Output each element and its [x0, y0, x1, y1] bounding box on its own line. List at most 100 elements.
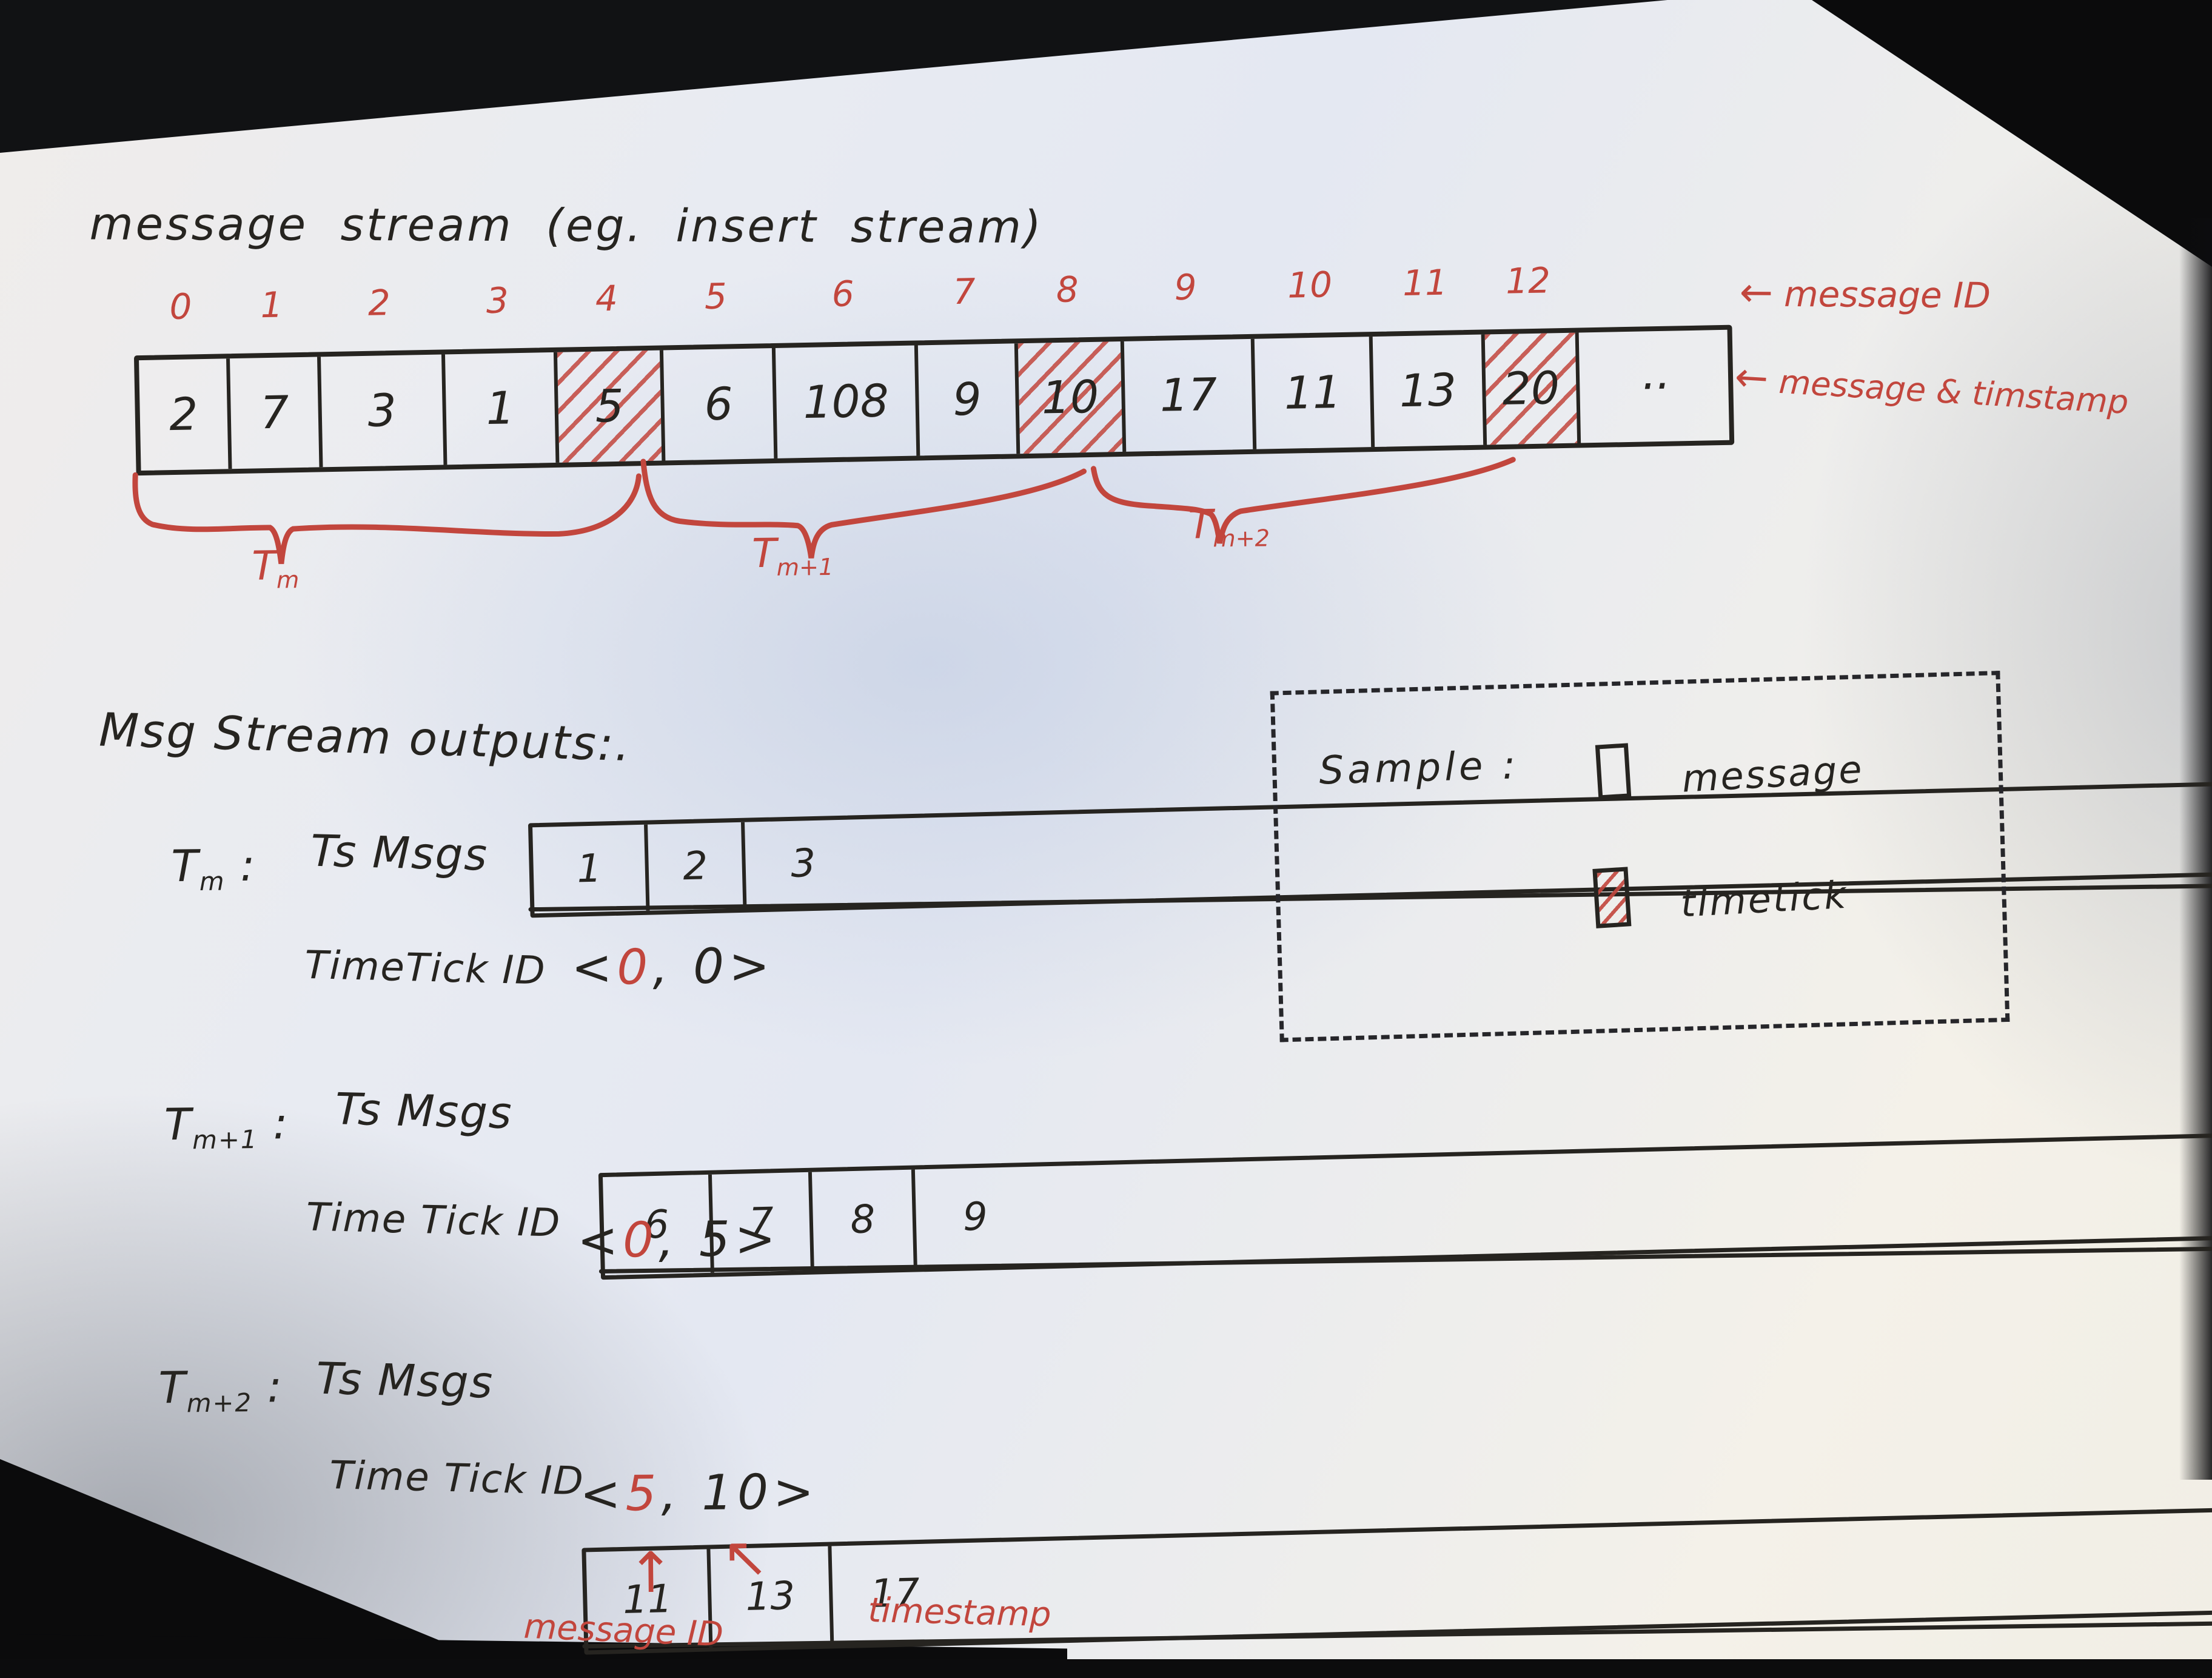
angle-open: <	[579, 1465, 626, 1523]
t-base: T	[171, 840, 199, 892]
tick-second: 0	[692, 938, 729, 995]
stream-cell: 3	[321, 354, 447, 468]
up-arrow-icon: ↑	[627, 1540, 675, 1606]
tick-second: 5	[699, 1210, 736, 1268]
group-label-sub: m	[276, 566, 300, 594]
output-cell: 2	[648, 822, 747, 911]
group-label-tm2: Tm+2	[1188, 500, 1270, 553]
output-cell: 9	[962, 1194, 988, 1240]
comma: ,	[652, 938, 674, 995]
group-braces	[132, 457, 1516, 565]
page-title: message stream (eg. insert stream)	[89, 198, 1044, 254]
message-id-annotation-label: message ID	[1783, 273, 1991, 317]
tick-first: 0	[622, 1211, 659, 1269]
timestamp-pointer-label: timestamp	[867, 1590, 1052, 1635]
t-sub: m+2	[186, 1388, 253, 1418]
angle-open: <	[571, 939, 617, 996]
index-label: 11	[1402, 261, 1448, 304]
timetick-id-value: <5, 10>	[580, 1463, 819, 1522]
output-cell: 1	[532, 824, 650, 914]
index-label: 8	[1056, 269, 1079, 310]
colon: :	[272, 1098, 289, 1149]
stream-cell: 13	[1372, 334, 1487, 447]
colon: :	[267, 1361, 284, 1412]
ts-msgs-box-tm1: 6 7 8 9	[598, 1119, 2212, 1280]
brace-tm	[132, 472, 642, 565]
legend-title: Sample :	[1318, 743, 1520, 794]
tick-second: 10	[701, 1463, 774, 1522]
group-label-base: T	[751, 529, 777, 577]
legend-message-label: message	[1681, 747, 1865, 801]
tick-first: 5	[625, 1465, 662, 1522]
index-label: 3	[486, 280, 509, 321]
stream-cell: 20	[1484, 332, 1581, 445]
output-cell: 8	[811, 1169, 917, 1270]
output-cell: 3	[790, 841, 816, 887]
group-label-sub: m+1	[776, 553, 834, 582]
output-row-tm-label: Tm :	[171, 840, 256, 897]
left-arrow-icon: ←	[1733, 353, 1770, 402]
t-base: T	[164, 1098, 193, 1150]
message-timestamp-annotation: ← message & timstamp	[1734, 353, 2130, 423]
left-arrow-icon: ←	[1739, 269, 1774, 316]
stream-cell: 1	[444, 352, 560, 465]
legend-timetick-label: timetick	[1679, 872, 1849, 926]
index-label: 7	[953, 270, 976, 313]
stream-cell: 2	[139, 358, 232, 471]
ts-msgs-label: Ts Msgs	[334, 1083, 514, 1139]
group-label-base: T	[251, 542, 277, 589]
message-id-annotation: ← message ID	[1740, 269, 1991, 317]
stream-cell: 10	[1017, 341, 1127, 454]
t-sub: m	[199, 866, 226, 897]
group-label-tm: Tm	[252, 542, 299, 594]
message-id-index-row: 0 1 2 3 4 5 6 7 8 9 10 11 12	[135, 259, 1575, 328]
index-label: 2	[367, 282, 391, 324]
stream-cell: 108	[775, 345, 920, 458]
colon: :	[240, 839, 256, 891]
timetick-id-value: <0, 0>	[571, 938, 775, 996]
index-label: 10	[1287, 264, 1333, 306]
stream-cell: 5	[557, 350, 666, 463]
sample-legend-box: Sample : message timetick	[1270, 671, 2010, 1042]
message-swatch-icon	[1595, 743, 1632, 800]
outputs-heading: Msg Stream outputs:.	[98, 702, 632, 772]
index-label: 5	[704, 275, 728, 318]
ts-msgs-label: Ts Msgs	[315, 1352, 495, 1408]
tick-first: 0	[616, 938, 653, 996]
up-left-arrow-icon: ↖	[721, 1524, 769, 1590]
angle-close: >	[773, 1463, 819, 1520]
stream-cell: 6	[663, 347, 778, 461]
index-label: 9	[1174, 266, 1198, 309]
index-label: 0	[169, 286, 193, 327]
message-id-pointer-label: message ID	[523, 1606, 725, 1655]
timetick-swatch-icon	[1592, 867, 1632, 928]
index-label: 12	[1505, 260, 1551, 302]
ts-msgs-label: Ts Msgs	[310, 825, 489, 881]
group-label-sub: m+2	[1213, 525, 1270, 553]
ts-msgs-box-tm2: 11 13 17	[581, 1494, 2212, 1655]
stream-cell: 17	[1124, 338, 1257, 452]
t-sub: m+1	[192, 1124, 258, 1155]
index-label: 4	[595, 277, 618, 320]
brace-tm1	[640, 458, 1087, 559]
index-label: 1	[260, 284, 284, 326]
comma: ,	[658, 1211, 679, 1268]
timetick-id-value: <0, 5>	[577, 1210, 781, 1269]
stream-cell: ··	[1639, 360, 1669, 413]
group-label-tm1: Tm+1	[752, 529, 834, 582]
timetick-id-label: Time Tick ID	[305, 1195, 562, 1246]
message-timestamp-annotation-label: message & timstamp	[1778, 362, 2130, 421]
timetick-id-label: Time Tick ID	[329, 1453, 585, 1505]
stream-cell: 7	[230, 357, 323, 469]
t-base: T	[158, 1361, 187, 1414]
output-row-tm2-label: Tm+2 :	[158, 1361, 283, 1418]
index-label: 6	[831, 273, 855, 315]
group-label-base: T	[1188, 501, 1213, 548]
angle-close: >	[728, 937, 775, 995]
stream-cell: 9	[917, 343, 1021, 456]
timetick-id-label: TimeTick ID	[304, 942, 547, 994]
comma: ,	[660, 1465, 682, 1522]
output-row-tm1-label: Tm+1 :	[164, 1098, 289, 1155]
